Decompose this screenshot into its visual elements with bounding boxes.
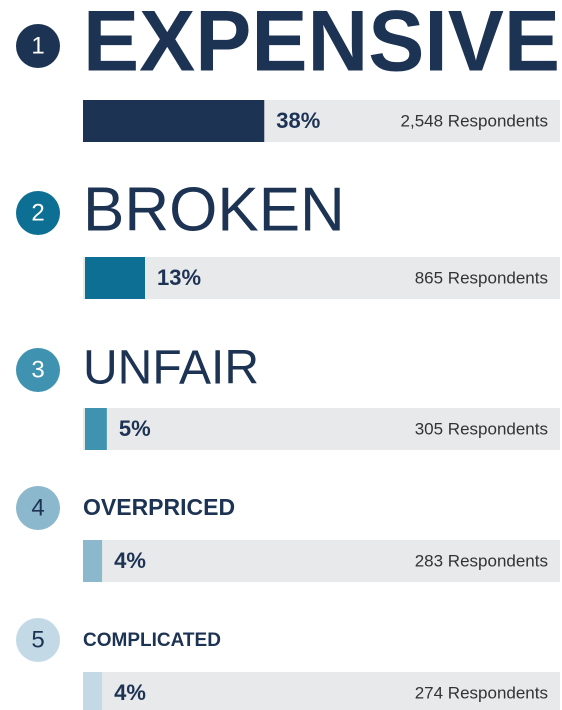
category-label: UNFAIR (83, 342, 259, 395)
value-label: 4% (114, 680, 146, 705)
respondents-label: 865 Respondents (415, 268, 548, 287)
value-label: 4% (114, 548, 146, 573)
rank-badge (16, 191, 60, 235)
bar (83, 672, 103, 710)
rank-number: 3 (31, 356, 44, 383)
rank-number: 5 (31, 626, 44, 653)
respondents-label: 305 Respondents (415, 419, 548, 438)
rank-number: 4 (31, 494, 44, 521)
rank-badge (16, 348, 60, 392)
bar (85, 257, 146, 299)
rank-badge (16, 24, 60, 68)
bar-track (83, 672, 560, 710)
bar (85, 408, 107, 450)
bar (83, 100, 265, 142)
rank-number: 2 (31, 199, 44, 226)
category-label: OVERPRICED (83, 494, 235, 520)
respondents-label: 2,548 Respondents (401, 111, 548, 130)
bar (83, 540, 103, 582)
rank-number: 1 (31, 32, 44, 59)
category-label: EXPENSIVE (83, 0, 560, 90)
respondents-label: 283 Respondents (415, 551, 548, 570)
bar-track (83, 408, 560, 450)
value-label: 5% (119, 416, 151, 441)
category-label: BROKEN (83, 175, 345, 244)
value-label: 13% (157, 265, 201, 290)
bar-track (83, 540, 560, 582)
rank-badge (16, 618, 60, 662)
rank-badge (16, 486, 60, 530)
bar-track (83, 257, 560, 299)
respondents-label: 274 Respondents (415, 683, 548, 702)
value-label: 38% (276, 108, 320, 133)
category-label: COMPLICATED (83, 630, 221, 651)
